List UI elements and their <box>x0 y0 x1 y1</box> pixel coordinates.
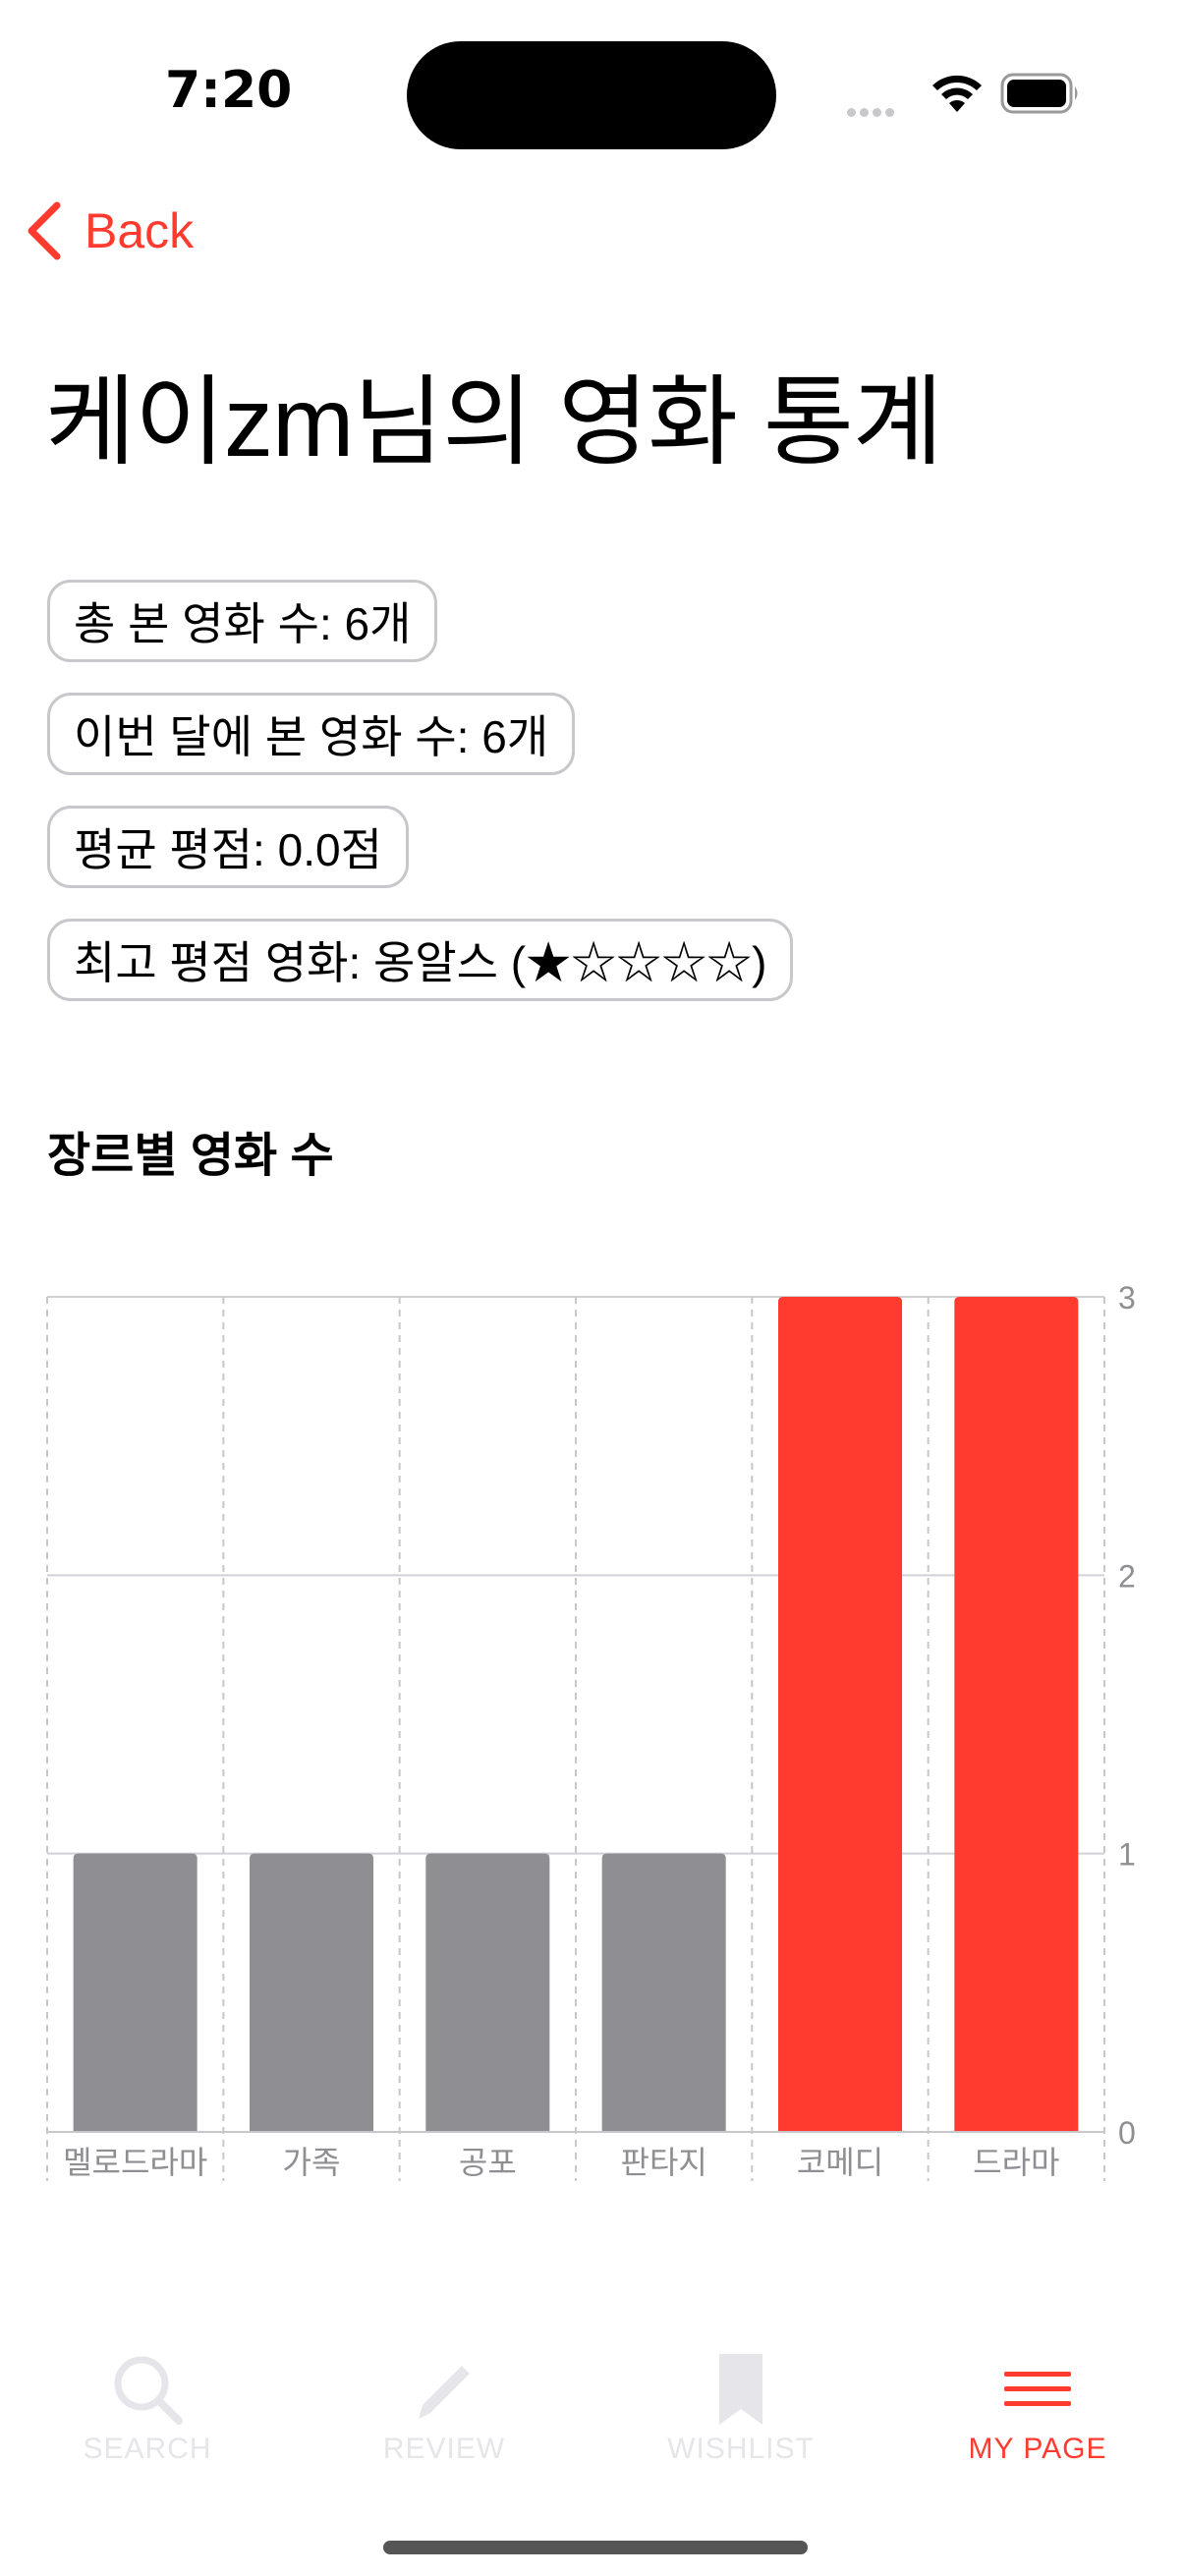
bookmark-icon <box>719 2354 762 2425</box>
pencil-icon <box>419 2366 470 2419</box>
menu-lines-icon <box>1004 2372 1071 2406</box>
x-tick-label: 공포 <box>459 2145 517 2180</box>
stat-top-rated-movie: 최고 평점 영화: 옹알스 (★☆☆☆☆) <box>47 919 794 1001</box>
y-tick-label: 1 <box>1118 1837 1136 1873</box>
magnifier-icon <box>114 2356 183 2425</box>
bar-0 <box>73 1853 198 2132</box>
bar-3 <box>601 1853 726 2132</box>
status-time: 7:20 <box>165 61 293 120</box>
bar-4 <box>778 1297 902 2132</box>
tab-review-label: REVIEW <box>382 2433 506 2465</box>
back-label: Back <box>85 203 195 258</box>
wifi-icon <box>932 75 982 112</box>
chevron-left-icon <box>28 201 61 260</box>
battery-icon <box>1000 73 1078 114</box>
stat-this-month-movies: 이번 달에 본 영화 수: 6개 <box>47 693 576 775</box>
bar-5 <box>954 1297 1079 2132</box>
cellular-signal-icon <box>847 102 898 121</box>
tab-wishlist[interactable]: WISHLIST <box>623 2350 859 2507</box>
genre-bar-chart: 0 1 2 3 멜로드라마 가족 공포 판타지 코메디 드라마 <box>46 1280 1136 2181</box>
stat-total-movies: 총 본 영화 수: 6개 <box>47 580 438 662</box>
x-tick-label: 코메디 <box>797 2145 883 2180</box>
back-button[interactable]: Back <box>26 201 194 260</box>
dynamic-island <box>407 41 776 149</box>
bar-2 <box>425 1853 550 2132</box>
bar-1 <box>250 1853 373 2132</box>
tab-my-page-label: MY PAGE <box>968 2433 1107 2465</box>
x-tick-label: 가족 <box>283 2145 341 2180</box>
stat-average-rating: 평균 평점: 0.0점 <box>47 806 409 888</box>
home-indicator <box>383 2541 808 2554</box>
y-tick-label: 0 <box>1118 2115 1136 2151</box>
tab-search-label: SEARCH <box>83 2433 212 2465</box>
page-title: 케이zm님의 영화 통계 <box>45 367 943 477</box>
tab-search[interactable]: SEARCH <box>29 2350 265 2507</box>
tab-review[interactable]: REVIEW <box>326 2350 562 2507</box>
tab-wishlist-label: WISHLIST <box>667 2433 815 2465</box>
y-tick-label: 2 <box>1118 1558 1136 1594</box>
x-tick-label: 드라마 <box>973 2145 1059 2180</box>
x-tick-label: 판타지 <box>621 2145 707 2180</box>
y-tick-label: 3 <box>1118 1280 1136 1316</box>
x-tick-label: 멜로드라마 <box>63 2145 207 2180</box>
tab-my-page[interactable]: MY PAGE <box>920 2350 1156 2507</box>
section-title: 장르별 영화 수 <box>47 1130 334 1182</box>
